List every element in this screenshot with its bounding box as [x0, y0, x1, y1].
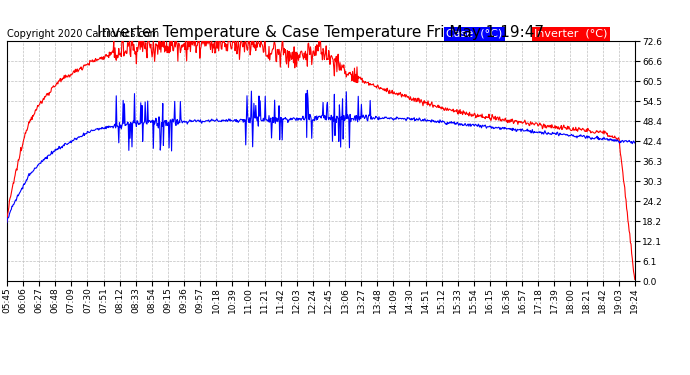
Text: Case  (°C): Case (°C)	[446, 29, 503, 39]
Text: Copyright 2020 Cartronics.com: Copyright 2020 Cartronics.com	[7, 29, 159, 39]
Title: Inverter Temperature & Case Temperature Fri May 1 19:47: Inverter Temperature & Case Temperature …	[97, 25, 544, 40]
Text: Inverter  (°C): Inverter (°C)	[534, 29, 608, 39]
